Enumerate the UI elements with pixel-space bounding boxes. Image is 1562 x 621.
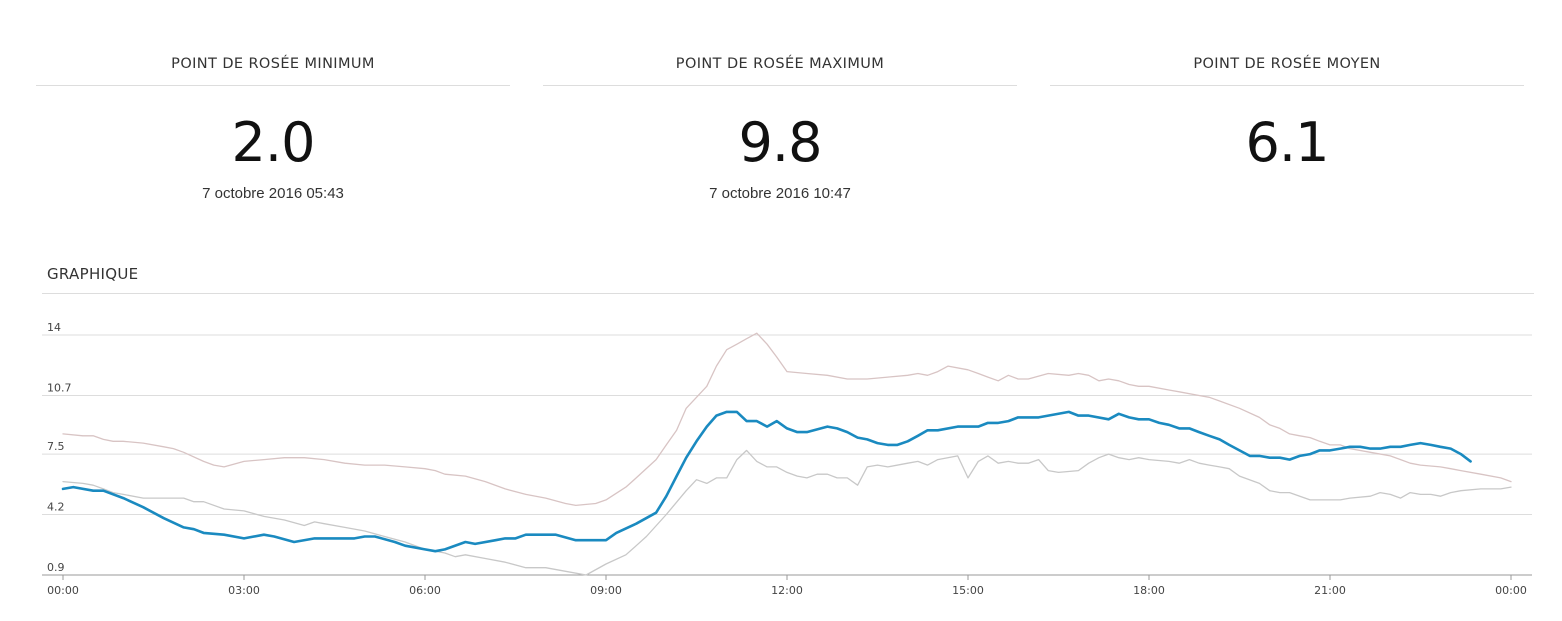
stat-date: 7 octobre 2016 10:47: [709, 185, 851, 202]
stat-value: 9.8: [738, 111, 823, 174]
x-tick-label: 00:00: [1495, 584, 1527, 597]
divider: [42, 293, 1534, 294]
y-tick-label: 14: [47, 321, 61, 334]
x-tick-label: 09:00: [590, 584, 622, 597]
x-tick-label: 12:00: [771, 584, 803, 597]
dew-point-chart[interactable]: 0.9 4.2 7.5 10.7 14 00:00 03:00 06:00 09:00 12:00…: [0, 300, 1562, 621]
graph-title: GRAPHIQUE: [47, 265, 139, 283]
series-line-upper: [62, 332, 1512, 507]
divider: [543, 85, 1017, 86]
x-tick-label: 00:00: [47, 584, 79, 597]
series-line-lower: [62, 449, 1512, 576]
divider: [36, 85, 510, 86]
stat-date: 7 octobre 2016 05:43: [202, 185, 344, 202]
y-tick-label: 7.5: [47, 440, 65, 453]
x-tick-label: 21:00: [1314, 584, 1346, 597]
series-lines: [61, 332, 1512, 576]
axis-ticks: 0.9 4.2 7.5 10.7 14 00:00 03:00 06:00 09:00 12:00…: [47, 321, 1527, 597]
stat-title: POINT DE ROSÉE MOYEN: [1193, 56, 1381, 72]
x-tick-label: 18:00: [1133, 584, 1165, 597]
divider: [1050, 85, 1524, 86]
stat-title: POINT DE ROSÉE MAXIMUM: [675, 56, 885, 72]
y-tick-label: 10.7: [47, 381, 72, 394]
stat-title: POINT DE ROSÉE MINIMUM: [171, 56, 375, 72]
x-tick-label: 03:00: [228, 584, 260, 597]
x-tick-label: 06:00: [409, 584, 441, 597]
x-tick-label: 15:00: [952, 584, 984, 597]
series-line-main: [61, 410, 1472, 553]
stat-value: 2.0: [231, 111, 316, 174]
stat-value: 6.1: [1245, 111, 1330, 174]
y-tick-label: 4.2: [47, 501, 65, 514]
y-tick-label: 0.9: [47, 561, 65, 574]
